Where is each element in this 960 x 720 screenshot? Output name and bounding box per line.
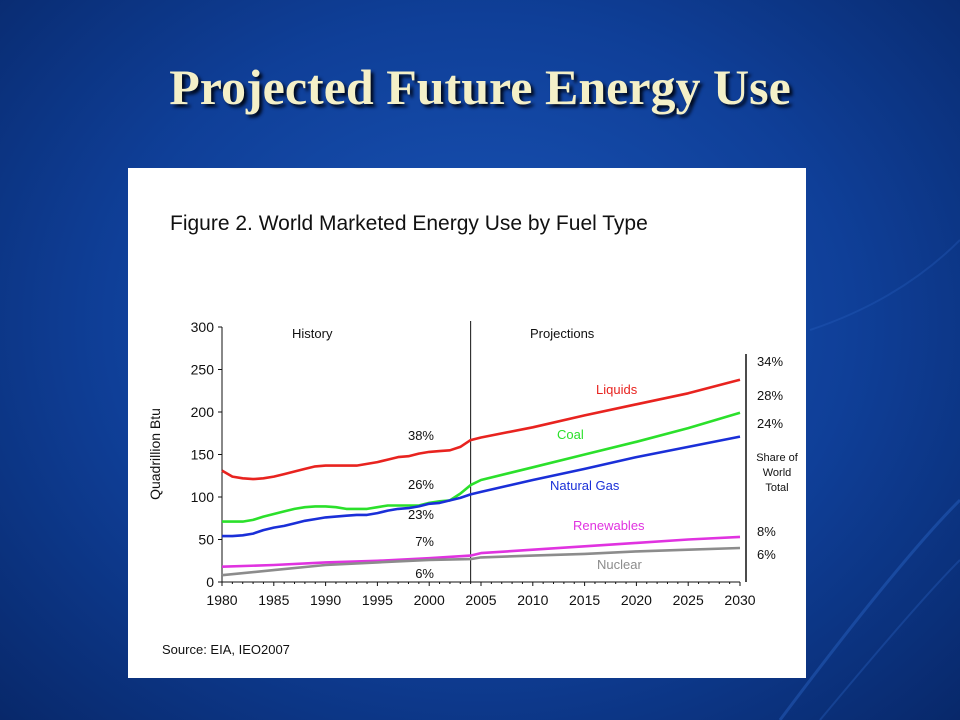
y-tick-label: 150 bbox=[191, 447, 215, 463]
line-chart: Figure 2. World Marketed Energy Use by F… bbox=[147, 212, 799, 657]
share-of-world-total-label: World bbox=[763, 467, 792, 479]
share-2030-coal: 28% bbox=[757, 388, 783, 403]
series-lines bbox=[221, 378, 741, 577]
history-label: History bbox=[292, 326, 333, 341]
axes: 0 50 100 150 200 250 300 1980 1985 1990 1995 2000 20… bbox=[191, 319, 756, 608]
share-2004-nuclear: 6% bbox=[415, 566, 434, 581]
chart-panel: Figure 2. World Marketed Energy Use by F… bbox=[128, 168, 806, 678]
x-tick-label: 1980 bbox=[206, 592, 237, 608]
x-tick-label: 1985 bbox=[258, 592, 289, 608]
slide-title: Projected Future Energy Use bbox=[169, 59, 791, 115]
series-label-renewables: Renewables bbox=[573, 518, 645, 533]
y-tick-label: 100 bbox=[191, 489, 215, 505]
share-2030-natural-gas: 24% bbox=[757, 416, 783, 431]
series-line-liquids bbox=[221, 378, 741, 481]
y-tick-label: 300 bbox=[191, 319, 215, 335]
source-note: Source: EIA, IEO2007 bbox=[162, 642, 290, 657]
series-label-coal: Coal bbox=[557, 427, 584, 442]
share-2030-nuclear: 6% bbox=[757, 547, 776, 562]
y-axis-label: Quadrillion Btu bbox=[147, 408, 163, 500]
series-label-nuclear: Nuclear bbox=[597, 557, 642, 572]
share-2030-liquids: 34% bbox=[757, 354, 783, 369]
x-tick-label: 2000 bbox=[414, 592, 445, 608]
series-label-natural-gas: Natural Gas bbox=[550, 478, 620, 493]
x-tick-label: 2020 bbox=[621, 592, 652, 608]
series-line-nuclear bbox=[221, 546, 741, 577]
share-2004-natural-gas: 23% bbox=[408, 507, 434, 522]
share-2004-liquids: 38% bbox=[408, 428, 434, 443]
x-tick-label: 2015 bbox=[569, 592, 600, 608]
share-of-world-total-label: Share of bbox=[756, 452, 799, 464]
y-tick-label: 0 bbox=[206, 574, 214, 590]
share-of-world-total-label: Total bbox=[765, 482, 788, 494]
x-tick-label: 2025 bbox=[673, 592, 704, 608]
y-tick-label: 250 bbox=[191, 362, 215, 378]
chart-labels: Liquids 38% 34% Coal 26% 28% Natural Gas 23% 24%… bbox=[408, 354, 799, 581]
chart-title: Figure 2. World Marketed Energy Use by F… bbox=[170, 212, 648, 235]
share-2004-renewables: 7% bbox=[415, 534, 434, 549]
y-tick-label: 50 bbox=[198, 532, 214, 548]
series-label-liquids: Liquids bbox=[596, 382, 638, 397]
y-tick-label: 200 bbox=[191, 404, 215, 420]
x-tick-label: 1990 bbox=[310, 592, 341, 608]
series-line-natural-gas bbox=[222, 435, 741, 538]
x-tick-label: 2010 bbox=[517, 592, 548, 608]
x-tick-label: 2030 bbox=[724, 592, 755, 608]
x-tick-label: 2005 bbox=[465, 592, 496, 608]
projections-label: Projections bbox=[530, 326, 595, 341]
x-tick-label: 1995 bbox=[362, 592, 393, 608]
share-2004-coal: 26% bbox=[408, 477, 434, 492]
series-line-renewables bbox=[221, 535, 741, 568]
series-line-coal bbox=[222, 411, 741, 523]
share-2030-renewables: 8% bbox=[757, 524, 776, 539]
